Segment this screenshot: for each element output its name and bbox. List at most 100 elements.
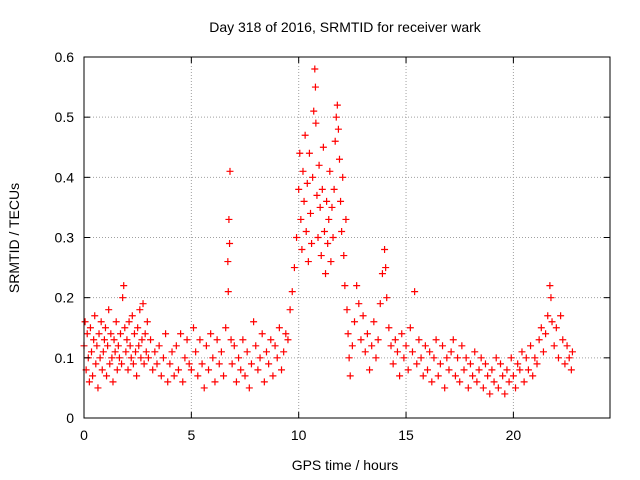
data-point [260, 378, 268, 386]
data-point [164, 378, 172, 386]
data-point [119, 294, 127, 302]
data-point [300, 197, 308, 205]
data-point [310, 107, 318, 115]
grid [84, 57, 610, 418]
data-point [143, 318, 151, 326]
data-point [503, 366, 511, 374]
data-point [120, 282, 128, 290]
data-point [94, 384, 102, 392]
data-point [443, 354, 451, 362]
data-point [308, 240, 316, 248]
y-tick-label: 0.6 [55, 49, 75, 65]
data-point [324, 240, 332, 248]
data-point [267, 336, 275, 344]
x-tick-label: 5 [187, 427, 195, 443]
data-point [548, 318, 556, 326]
data-point [185, 360, 193, 368]
data-point [96, 354, 104, 362]
data-point [554, 354, 562, 362]
data-point [447, 348, 455, 356]
data-point [254, 366, 262, 374]
data-point [327, 258, 335, 266]
data-point [110, 336, 118, 344]
data-point [535, 336, 543, 344]
data-point [101, 324, 109, 332]
data-point [243, 348, 251, 356]
data-point [284, 336, 292, 344]
data-point [149, 366, 157, 374]
data-point [297, 215, 305, 223]
data-point [168, 348, 176, 356]
data-point [445, 366, 453, 374]
data-point [355, 300, 363, 308]
data-point [256, 354, 264, 362]
data-point [314, 234, 322, 241]
y-tick-label: 0.4 [55, 169, 75, 185]
data-point [322, 270, 330, 278]
data-point [121, 324, 129, 332]
data-point [393, 348, 401, 356]
data-point [561, 360, 569, 368]
data-point [252, 342, 260, 350]
data-point [85, 378, 93, 386]
data-point [265, 360, 273, 368]
data-point [345, 354, 353, 362]
data-point [105, 306, 113, 314]
data-point [118, 360, 126, 368]
data-point [282, 330, 290, 338]
data-point [339, 173, 347, 181]
data-point [329, 234, 337, 241]
data-point [139, 300, 147, 308]
data-point [415, 336, 423, 344]
data-point [404, 366, 412, 374]
data-point [174, 366, 182, 374]
data-point [539, 348, 547, 356]
data-point [114, 342, 122, 350]
data-point [546, 282, 554, 290]
data-point [481, 360, 489, 368]
data-point [116, 330, 124, 338]
data-point [337, 197, 345, 205]
data-point [411, 288, 419, 296]
data-point [396, 372, 404, 380]
data-point [389, 360, 397, 368]
data-point [202, 342, 210, 350]
data-point [293, 234, 301, 241]
data-point [311, 83, 319, 91]
data-point [370, 318, 378, 326]
data-point [353, 282, 361, 290]
data-point [228, 360, 236, 368]
data-point [108, 354, 116, 362]
data-point [398, 330, 406, 338]
data-point [280, 348, 288, 356]
data-point [501, 390, 509, 398]
data-point [115, 354, 123, 362]
data-point [241, 372, 249, 380]
data-point [129, 360, 137, 368]
data-point [524, 366, 532, 374]
data-point [451, 372, 459, 380]
data-point [518, 348, 526, 356]
data-point [317, 252, 325, 260]
data-point [309, 173, 317, 181]
data-point [313, 191, 321, 199]
data-point [359, 312, 367, 320]
data-point [466, 360, 474, 368]
data-point [507, 354, 515, 362]
y-tick-label: 0.3 [55, 230, 75, 246]
data-point [97, 318, 105, 326]
data-point [376, 300, 384, 308]
y-tick-label: 0.5 [55, 109, 75, 125]
data-point [343, 306, 351, 314]
data-point [307, 209, 315, 217]
data-point [88, 348, 96, 356]
data-point [479, 384, 487, 392]
data-point [374, 336, 382, 344]
data-point [529, 372, 537, 380]
data-point [225, 215, 233, 223]
data-point [449, 336, 457, 344]
data-point [137, 354, 145, 362]
data-point [424, 366, 432, 374]
data-point [331, 137, 339, 145]
data-point [471, 348, 479, 356]
